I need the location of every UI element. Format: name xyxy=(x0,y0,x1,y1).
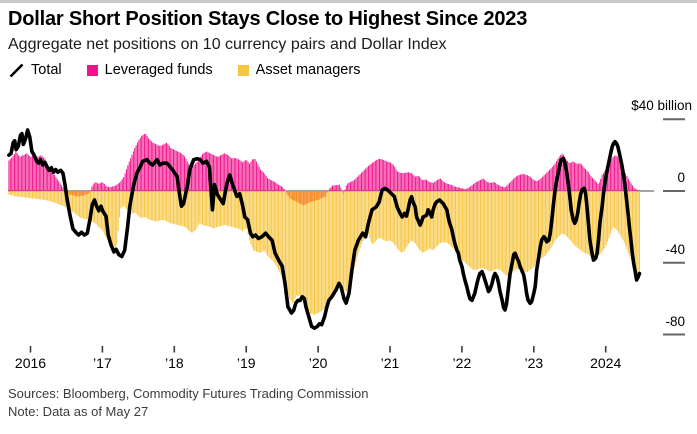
x-tick-label: 2024 xyxy=(590,355,622,371)
legend-item-leveraged-funds: Leveraged funds xyxy=(86,62,213,78)
x-tick-label: ’22 xyxy=(452,355,472,371)
asset-managers-swatch xyxy=(237,64,249,76)
y-tick-label: -40 xyxy=(665,241,685,257)
x-tick-label: ’21 xyxy=(380,355,400,371)
sources-text: Sources: Bloomberg, Commodity Futures Tr… xyxy=(8,386,369,401)
x-tick-label: ’20 xyxy=(308,355,328,371)
legend-label-asset-managers: Asset managers xyxy=(255,62,361,78)
x-tick-label: ’18 xyxy=(164,355,184,371)
y-tick-label: -80 xyxy=(665,313,685,329)
leveraged-funds-swatch xyxy=(86,64,98,76)
legend-item-asset-managers: Asset managers xyxy=(237,62,361,78)
chart-footer: Sources: Bloomberg, Commodity Futures Tr… xyxy=(8,385,369,421)
chart-subtitle: Aggregate net positions on 10 currency p… xyxy=(8,36,447,53)
y-tick-label: 0 xyxy=(677,170,685,185)
note-text: Note: Data as of May 27 xyxy=(8,404,149,419)
legend-item-total: Total xyxy=(9,62,62,78)
total-line-icon xyxy=(9,63,24,77)
chart-title: Dollar Short Position Stays Close to Hig… xyxy=(8,8,528,30)
x-tick-label: 2016 xyxy=(14,355,47,371)
legend-label-leveraged-funds: Leveraged funds xyxy=(104,62,213,78)
x-tick-label: ’23 xyxy=(524,355,544,371)
x-tick-label: ’17 xyxy=(93,355,112,371)
y-tick-label: $40 billion xyxy=(631,98,692,114)
x-tick-label: ’19 xyxy=(236,355,256,371)
top-divider xyxy=(0,0,697,3)
legend-label-total: Total xyxy=(31,62,62,78)
legend: Total Leveraged funds Asset managers xyxy=(9,61,360,79)
